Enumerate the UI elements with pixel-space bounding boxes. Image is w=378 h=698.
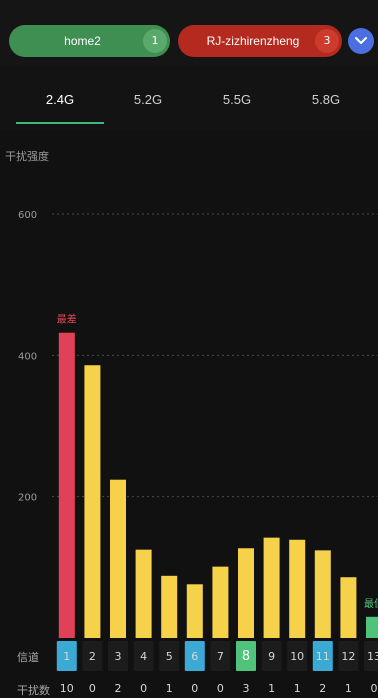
bar-channel-1 [58, 332, 75, 638]
ssid-tag-count: 3 [315, 29, 339, 53]
channel-label: 5 [166, 650, 173, 663]
interference-count: 1 [166, 682, 173, 695]
y-tick-label: 600 [18, 210, 37, 221]
interference-count: 1 [294, 682, 301, 695]
expand-button[interactable] [348, 28, 374, 54]
bar-channel-4 [135, 549, 152, 638]
channel-cell [159, 641, 180, 671]
interference-count-row-label: 干扰数 [17, 684, 50, 697]
channel-cell [210, 641, 231, 671]
channel-label: 13 [367, 650, 378, 663]
interference-count: 0 [217, 682, 224, 695]
channel-cell [133, 641, 154, 671]
channel-cell [338, 641, 359, 671]
bar-channel-9 [263, 537, 280, 638]
chevron-down-icon [355, 37, 367, 44]
bar-channel-2 [84, 365, 101, 638]
channel-highlight [56, 641, 77, 671]
interference-count: 0 [371, 682, 378, 695]
channel-label: 12 [341, 650, 355, 663]
tab-2-4g[interactable]: 2.4G [45, 92, 75, 107]
channel-row-label: 信道 [17, 651, 39, 664]
top-bar: home2 1 RJ-zizhirenzheng 3 [0, 0, 378, 66]
channel-highlight [184, 641, 205, 671]
active-tab-indicator [16, 122, 104, 124]
channel-cell [287, 641, 308, 671]
interference-count: 2 [319, 682, 326, 695]
interference-count: 10 [60, 682, 74, 695]
ssid-tag-count: 1 [143, 29, 167, 53]
best-label: 最佳 [364, 597, 378, 610]
interference-count: 0 [140, 682, 147, 695]
channel-label: 7 [217, 650, 224, 663]
interference-count: 1 [268, 682, 275, 695]
band-tabs: 2.4G 5.2G 5.5G 5.8G [0, 66, 378, 130]
ssid-tag-home2[interactable]: home2 1 [9, 25, 170, 57]
tab-5-8g[interactable]: 5.8G [311, 92, 341, 107]
interference-count: 1 [345, 682, 352, 695]
channel-label: 4 [140, 650, 147, 663]
channel-highlight [236, 641, 256, 671]
bar-channel-8 [238, 548, 254, 638]
worst-label: 最差 [57, 313, 77, 326]
channel-cell [82, 641, 103, 671]
bar-channel-12 [340, 577, 357, 638]
channel-label: 1 [63, 650, 70, 663]
interference-count: 0 [89, 682, 96, 695]
channel-label: 2 [89, 650, 96, 663]
bar-channel-11 [314, 550, 331, 638]
channel-label: 9 [268, 650, 275, 663]
bar-channel-3 [110, 479, 126, 638]
channel-highlight [312, 641, 333, 671]
bar-channel-13 [366, 616, 378, 638]
y-tick-label: 200 [18, 493, 37, 504]
ssid-tag-label: home2 [64, 34, 101, 48]
channel-label: 8 [242, 649, 250, 664]
ssid-tag-label: RJ-zizhirenzheng [206, 34, 300, 48]
ssid-tag-rj-zizhirenzheng[interactable]: RJ-zizhirenzheng 3 [178, 25, 342, 57]
interference-count: 3 [243, 682, 250, 695]
bar-channel-6 [186, 584, 203, 638]
channel-label: 10 [290, 650, 304, 663]
channel-cell [108, 641, 128, 671]
channel-cell [261, 641, 282, 671]
interference-count: 2 [115, 682, 122, 695]
tab-5-2g[interactable]: 5.2G [133, 92, 163, 107]
tab-5-5g[interactable]: 5.5G [222, 92, 252, 107]
y-tick-label: 400 [18, 351, 37, 362]
channel-label: 6 [191, 650, 198, 663]
interference-count: 0 [191, 682, 198, 695]
bar-channel-5 [161, 575, 178, 638]
channel-label: 3 [115, 650, 122, 663]
bar-channel-10 [289, 539, 306, 638]
channel-label: 11 [316, 650, 330, 663]
interference-chart: 2004006001102032405160708391101112121130… [18, 210, 378, 695]
channel-cell [364, 641, 378, 671]
bar-channel-7 [212, 566, 229, 638]
chart-title: 干扰强度 [5, 150, 49, 163]
